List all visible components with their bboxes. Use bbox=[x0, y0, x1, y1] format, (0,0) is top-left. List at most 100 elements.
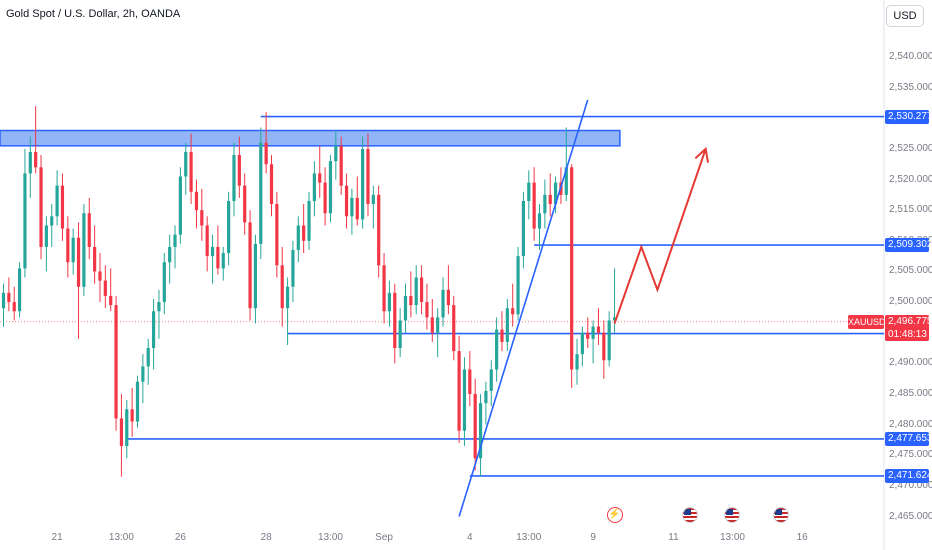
candle-body bbox=[28, 151, 32, 174]
candle-body bbox=[355, 197, 359, 220]
candle bbox=[12, 286, 16, 321]
candle-body bbox=[205, 225, 209, 257]
candle bbox=[425, 283, 429, 330]
candle-body bbox=[307, 200, 311, 241]
candle bbox=[382, 253, 386, 324]
candle-body bbox=[505, 308, 509, 342]
candle-body bbox=[135, 381, 140, 422]
candle-body bbox=[221, 253, 225, 269]
candle bbox=[210, 234, 215, 284]
time-axis-label: 13:00 bbox=[719, 532, 745, 543]
candle-body bbox=[532, 182, 536, 229]
candle bbox=[264, 112, 268, 174]
candle-body bbox=[377, 194, 381, 266]
candle-body bbox=[500, 329, 504, 342]
candle bbox=[328, 155, 333, 223]
candle bbox=[302, 204, 306, 254]
candle bbox=[291, 240, 295, 303]
time-axis-label: 13:00 bbox=[108, 532, 134, 543]
ascending-trendline[interactable] bbox=[458, 99, 589, 517]
candle bbox=[489, 360, 493, 407]
candle-countdown: 01:48:13 bbox=[888, 329, 927, 340]
candle-body bbox=[173, 234, 177, 247]
candle-body bbox=[398, 320, 402, 349]
candle-body bbox=[1, 292, 6, 309]
price-axis-label: 2,480.000 bbox=[889, 418, 932, 430]
candle-body bbox=[409, 295, 413, 306]
candle-body bbox=[366, 148, 370, 205]
candle-body bbox=[457, 351, 461, 431]
candle bbox=[259, 127, 263, 260]
candle-body bbox=[484, 390, 488, 404]
candle-body bbox=[548, 194, 552, 205]
candle bbox=[1, 283, 6, 327]
candle bbox=[441, 277, 445, 327]
candle bbox=[28, 136, 32, 198]
candle-body bbox=[441, 289, 445, 318]
candle bbox=[76, 222, 81, 339]
candle bbox=[114, 295, 118, 431]
candle-body bbox=[419, 277, 424, 303]
candle-body bbox=[516, 256, 520, 315]
price-axis-label: 2,505.000 bbox=[889, 265, 932, 277]
candle bbox=[575, 338, 579, 385]
lightning-icon[interactable]: ⚡ bbox=[606, 507, 623, 523]
candle-body bbox=[403, 295, 408, 321]
candle-body bbox=[232, 155, 236, 201]
candle-body bbox=[543, 194, 547, 214]
candle bbox=[7, 277, 11, 312]
candle-body bbox=[243, 185, 247, 223]
candle bbox=[162, 253, 166, 315]
candle bbox=[307, 191, 311, 250]
candle-body bbox=[602, 332, 606, 361]
candle bbox=[521, 191, 526, 269]
candle-body bbox=[12, 302, 16, 312]
candle-body bbox=[323, 182, 327, 214]
candle bbox=[221, 246, 225, 281]
candle-body bbox=[184, 151, 188, 177]
candle bbox=[570, 164, 574, 388]
candle bbox=[537, 204, 542, 250]
us-flag-icon[interactable] bbox=[772, 507, 789, 523]
candle-body bbox=[334, 145, 338, 162]
candle bbox=[151, 299, 156, 370]
us-flag-icon[interactable] bbox=[724, 507, 741, 523]
candle bbox=[60, 173, 65, 241]
candle-body bbox=[216, 246, 220, 269]
candle-body bbox=[328, 161, 333, 214]
candle bbox=[436, 308, 440, 358]
candle bbox=[189, 133, 193, 205]
candle bbox=[157, 289, 161, 339]
us-flag-icon[interactable] bbox=[681, 507, 698, 523]
candle-body bbox=[259, 142, 263, 244]
candle bbox=[339, 136, 343, 195]
candle-body bbox=[570, 167, 574, 370]
resistance-zone[interactable] bbox=[0, 129, 621, 147]
symbol-tag: XAUUSD bbox=[848, 315, 886, 329]
candle bbox=[323, 167, 327, 226]
candle-body bbox=[130, 409, 134, 422]
candle bbox=[178, 167, 182, 244]
currency-button[interactable]: USD bbox=[886, 5, 924, 27]
candle bbox=[511, 283, 515, 327]
candle-body bbox=[495, 329, 499, 370]
projection-path[interactable] bbox=[613, 148, 707, 324]
candle-body bbox=[473, 393, 477, 459]
current-price-value: 2,496.775 bbox=[888, 316, 932, 327]
candle bbox=[361, 136, 365, 229]
chart-title: Gold Spot / U.S. Dollar, 2h, OANDA bbox=[6, 8, 181, 20]
candle bbox=[194, 179, 199, 229]
candle-body bbox=[146, 348, 150, 367]
candle-body bbox=[93, 246, 97, 272]
candle bbox=[414, 265, 418, 315]
candle bbox=[403, 283, 408, 333]
candle-body bbox=[50, 216, 54, 226]
candle bbox=[344, 173, 349, 229]
candle-body bbox=[296, 225, 300, 250]
candle-body bbox=[227, 200, 231, 254]
candle-body bbox=[489, 369, 493, 391]
candle-body bbox=[60, 185, 65, 229]
projection-arrowhead bbox=[694, 146, 710, 163]
